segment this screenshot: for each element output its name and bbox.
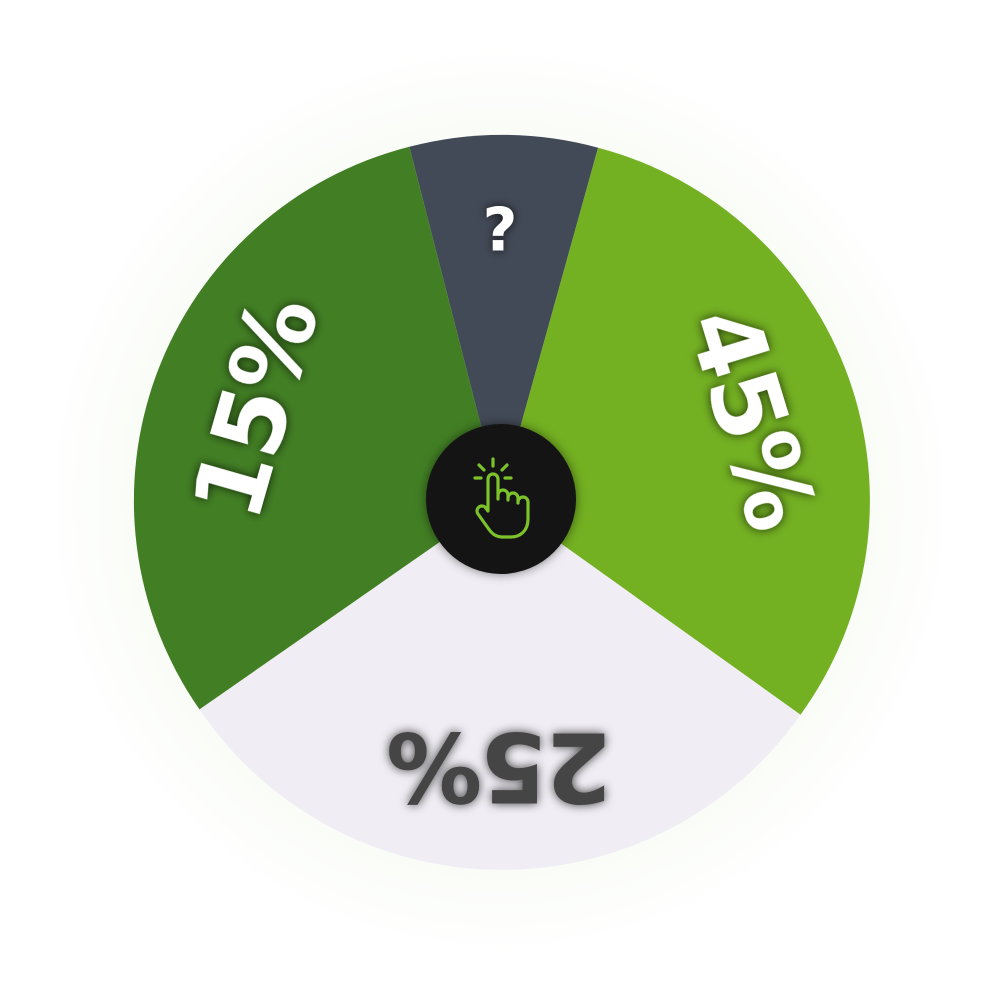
segment-label-25: 25% (388, 711, 612, 823)
segment-label-mystery: ? (483, 196, 518, 266)
tap-hand-icon (473, 457, 530, 539)
wheel-segment-15 (133, 146, 500, 710)
wheel-segment-45 (500, 147, 870, 715)
wheel-segment-25 (199, 500, 801, 870)
spin-button[interactable] (426, 424, 576, 574)
wheel-segment-mystery (409, 134, 599, 501)
